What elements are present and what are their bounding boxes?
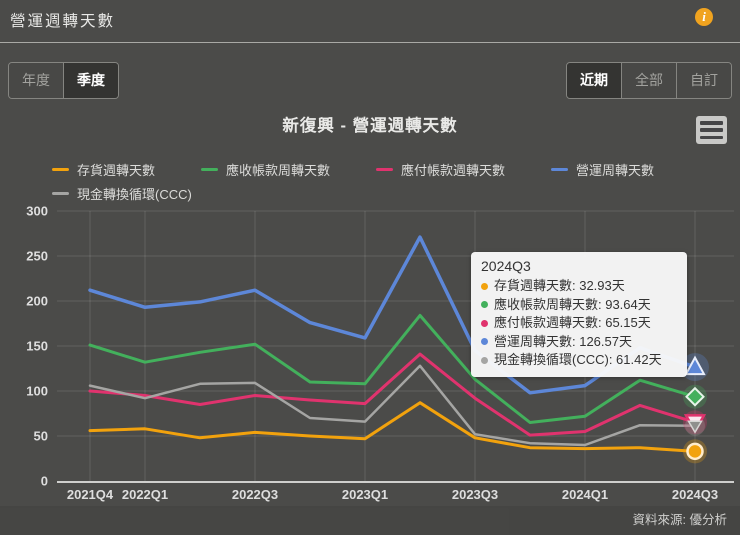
tooltip-series-value: 營運周轉天數: 126.57天 (494, 333, 632, 349)
legend-item-0[interactable]: 存貨週轉天數 (52, 160, 155, 179)
legend-label: 存貨週轉天數 (77, 163, 156, 178)
legend-swatch (201, 167, 219, 172)
range-button-2[interactable]: 自訂 (677, 63, 731, 98)
tooltip-rows: 存貨週轉天數: 32.93天應收帳款周轉天數: 93.64天 應付帳款週轉天數: … (481, 277, 677, 370)
range-button-1[interactable]: 全部 (622, 63, 677, 98)
tooltip-row-4: 現金轉換循環(CCC): 61.42天 (481, 351, 677, 370)
legend-item-1[interactable]: 應收帳款周轉天數 (201, 160, 330, 179)
y-tick-label: 150 (26, 339, 48, 354)
series-line-3 (88, 235, 697, 395)
chart-tooltip: 2024Q3 存貨週轉天數: 32.93天應收帳款周轉天數: 93.64天 應付帳… (471, 252, 687, 377)
y-tick-label: 200 (26, 294, 48, 309)
x-tick-label: 2024Q1 (562, 487, 608, 502)
x-tick-label: 2022Q1 (122, 487, 168, 502)
data-source: 資料來源: 優分析 (632, 513, 727, 527)
tooltip-title: 2024Q3 (481, 258, 531, 274)
legend-label: 應付帳款週轉天數 (401, 163, 506, 178)
legend-item-3[interactable]: 營運周轉天數 (551, 160, 654, 179)
legend-swatch (551, 167, 569, 172)
legend-swatch (52, 167, 69, 172)
series-marker-3 (684, 355, 706, 376)
series-marker-0 (686, 442, 704, 461)
info-icon[interactable]: i (695, 8, 713, 26)
range-button-0[interactable]: 近期 (567, 63, 622, 98)
tooltip-series-dot (481, 282, 488, 290)
legend-label: 營運周轉天數 (576, 163, 655, 178)
series-line-2 (88, 352, 697, 437)
y-tick-label: 300 (26, 204, 48, 219)
series-marker-1 (685, 386, 705, 407)
footer-band (0, 506, 740, 535)
tooltip-series-dot (481, 301, 488, 309)
legend-item-2[interactable]: 應付帳款週轉天數 (376, 160, 505, 179)
legend-label: 現金轉換循環(CCC) (77, 187, 192, 202)
series-line-4 (88, 364, 697, 447)
legend-swatch (376, 167, 394, 172)
period-button-0[interactable]: 年度 (9, 63, 64, 98)
x-tick-label: 2021Q4 (67, 487, 114, 502)
tooltip-row-2: 應付帳款週轉天數: 65.15天 (481, 314, 677, 333)
series-marker-4 (687, 420, 703, 434)
tooltip-series-value: 應收帳款周轉天數: 93.64天 (494, 296, 651, 312)
tooltip-series-value: 存貨週轉天數: 32.93天 (494, 278, 625, 293)
y-tick-label: 100 (26, 384, 48, 399)
y-tick-label: 50 (34, 429, 48, 444)
legend-label: 應收帳款周轉天數 (226, 163, 331, 178)
tooltip-series-value: 現金轉換循環(CCC): 61.42天 (494, 352, 662, 367)
header-divider (0, 42, 740, 43)
tooltip-series-dot (481, 356, 488, 364)
tooltip-row-0: 存貨週轉天數: 32.93天 (481, 277, 677, 296)
tooltip-series-value: 應付帳款週轉天數: 65.15天 (494, 315, 651, 330)
x-tick-label: 2023Q3 (452, 487, 498, 502)
period-button-1[interactable]: 季度 (64, 63, 118, 98)
x-tick-label: 2022Q3 (232, 487, 278, 502)
tooltip-row-1: 應收帳款周轉天數: 93.64天 (481, 296, 677, 315)
page-title: 營運週轉天數 (10, 13, 116, 30)
x-tick-label: 2024Q3 (672, 487, 718, 502)
y-tick-label: 250 (26, 249, 48, 264)
tooltip-series-dot (481, 319, 488, 327)
range-toggle-group: 近期 全部 自訂 (566, 62, 732, 99)
legend-item-4[interactable]: 現金轉換循環(CCC) (52, 184, 192, 203)
legend-swatch (52, 191, 69, 196)
tooltip-series-dot (481, 338, 488, 346)
chart-legend: 存貨週轉天數 應收帳款周轉天數 應付帳款週轉天數 營運周轉天數現金轉換循環(CCC) (52, 160, 702, 203)
series-line-1 (88, 313, 697, 424)
series-line-0 (88, 401, 697, 453)
chart-menu-icon[interactable] (696, 116, 727, 144)
period-toggle-group: 年度 季度 (8, 62, 119, 99)
chart-title: 新復興 - 營運週轉天數 (282, 117, 458, 135)
x-tick-label: 2023Q1 (342, 487, 388, 502)
tooltip-row-3: 營運周轉天數: 126.57天 (481, 333, 677, 352)
y-tick-label: 0 (41, 474, 48, 489)
